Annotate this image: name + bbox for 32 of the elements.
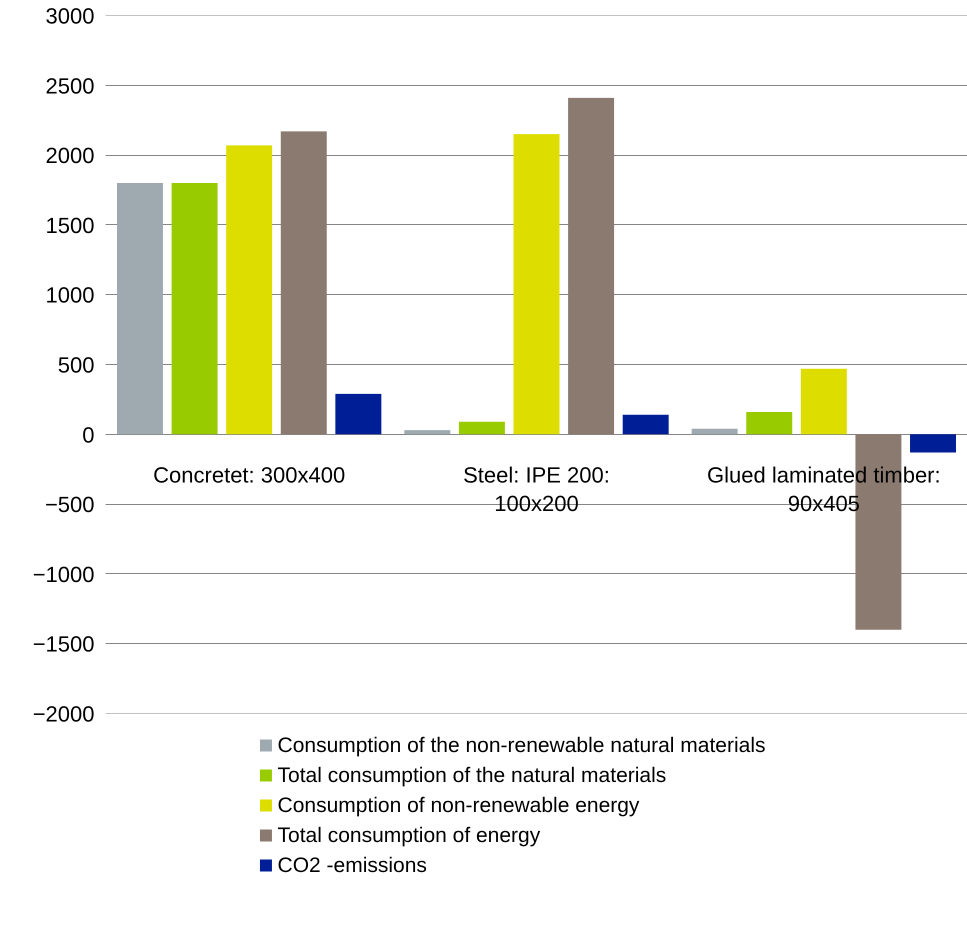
bar <box>335 394 382 434</box>
x-tick-label: Steel: IPE 200: 100x200 <box>463 462 610 516</box>
bar <box>404 430 450 434</box>
bar <box>622 414 669 434</box>
bar <box>280 131 327 434</box>
bar <box>910 434 956 452</box>
legend-label: Consumption of non-renewable energy <box>278 794 640 817</box>
y-tick-label: 2000 <box>46 143 95 168</box>
y-tick-label: 500 <box>58 352 95 378</box>
bar <box>746 412 792 434</box>
y-tick-label: −2000 <box>32 702 95 726</box>
y-tick-label: −500 <box>44 492 95 518</box>
bar <box>458 422 505 434</box>
y-tick-label: 3000 <box>46 4 95 28</box>
bar <box>692 428 738 434</box>
bar <box>514 134 560 434</box>
bar <box>226 145 272 434</box>
bar <box>172 183 218 434</box>
legend-label: CO2 -emissions <box>278 854 427 877</box>
legend-label: Total consumption of the natural materials <box>278 764 666 787</box>
bar <box>800 368 847 434</box>
legend-label: Consumption of the non-renewable natural materials <box>278 734 766 757</box>
bar <box>568 98 614 434</box>
y-tick-label: −1000 <box>32 562 95 587</box>
y-tick-label: 2500 <box>46 73 95 98</box>
y-tick-label: 1500 <box>46 212 95 238</box>
y-tick-label: 1000 <box>46 282 95 308</box>
bar <box>116 183 163 434</box>
x-tick-label: Concretet: 300x400 <box>153 462 346 488</box>
legend-label: Total consumption of energy <box>278 824 541 847</box>
y-tick-label: 0 <box>82 422 95 448</box>
y-tick-label: −1500 <box>32 632 95 657</box>
